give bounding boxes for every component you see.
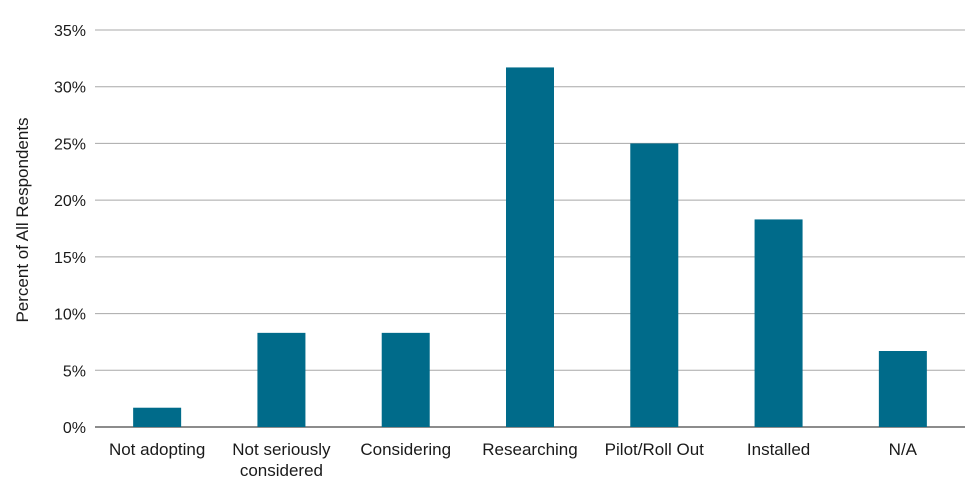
bar <box>506 67 554 427</box>
x-tick-label: Considering <box>360 440 451 459</box>
x-axis-labels: Not adopting Not seriously considered Consi… <box>109 440 918 480</box>
y-tick-label: 35% <box>54 23 86 40</box>
y-tick-label: 25% <box>54 136 86 153</box>
y-tick-label: 20% <box>54 193 86 210</box>
bar <box>630 143 679 427</box>
y-tick-label: 5% <box>63 363 86 380</box>
y-axis-title: Percent of All Respondents <box>13 117 32 322</box>
y-tick-label: 0% <box>63 420 86 437</box>
x-tick-label-line: Not adopting <box>109 440 205 459</box>
x-tick-label-line: Pilot/Roll Out <box>605 440 704 459</box>
x-tick-label-line: considered <box>240 461 323 480</box>
bar <box>878 351 927 427</box>
x-tick-label: Researching <box>482 440 577 459</box>
x-tick-label-line: N/A <box>889 440 918 459</box>
bars <box>133 67 927 427</box>
bar <box>257 332 306 427</box>
x-tick-label: Installed <box>747 440 810 459</box>
y-tick-label: 30% <box>54 80 86 97</box>
x-tick-label: Not adopting <box>109 440 205 459</box>
x-tick-label-line: Installed <box>747 440 810 459</box>
x-tick-label-line: Not seriously <box>232 440 331 459</box>
x-tick-label-line: Considering <box>360 440 451 459</box>
x-tick-label: N/A <box>889 440 918 459</box>
bar <box>133 407 182 427</box>
y-tick-label: 15% <box>54 250 86 267</box>
x-tick-label-line: Researching <box>482 440 577 459</box>
bar <box>381 332 430 427</box>
x-tick-label: Pilot/Roll Out <box>605 440 704 459</box>
y-tick-label: 10% <box>54 307 86 324</box>
bar <box>754 219 803 427</box>
x-tick-label: Not seriously considered <box>232 440 331 480</box>
y-axis-ticks: 0% 5% 10% 15% 20% 25% 30% 35% <box>54 23 86 437</box>
